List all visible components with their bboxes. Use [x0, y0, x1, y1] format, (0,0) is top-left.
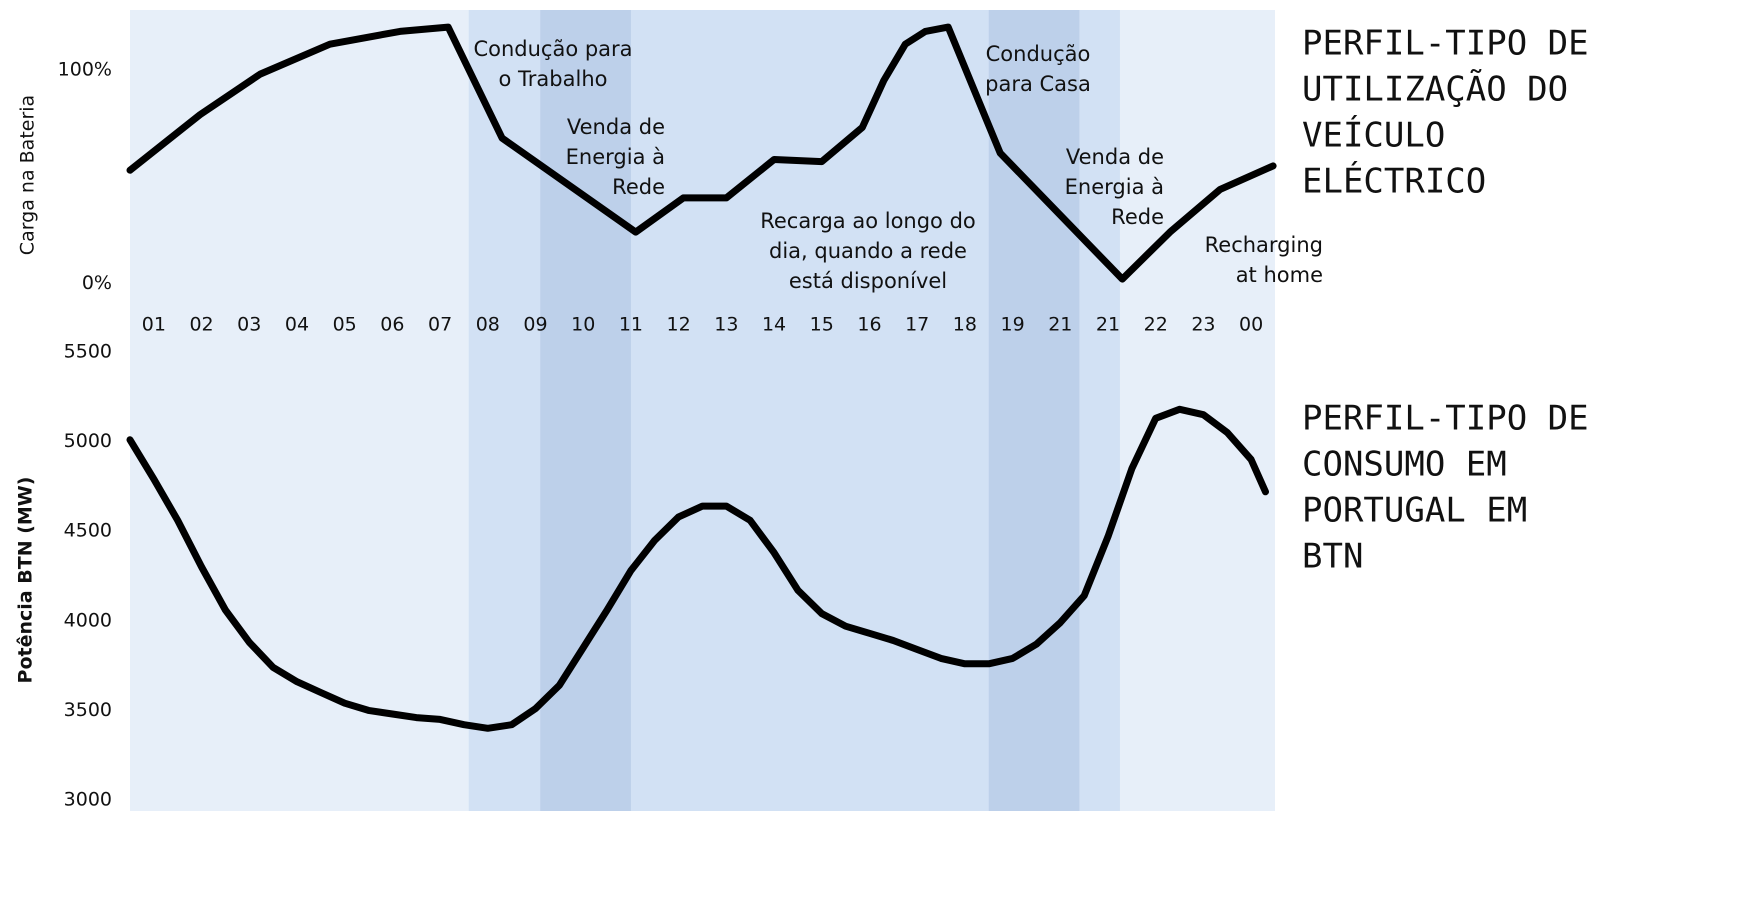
x-tick-label: 19: [1001, 314, 1025, 336]
panel-title: CONSUMO EM: [1302, 445, 1507, 485]
x-tick-label: 11: [619, 314, 643, 336]
y-axis-label: Potência BTN (MW): [15, 477, 37, 684]
annotation: Recarga ao longo do: [760, 209, 976, 233]
panel-title: ELÉCTRICO: [1302, 161, 1486, 202]
x-tick-label: 18: [953, 314, 977, 336]
annotation: at home: [1236, 263, 1323, 287]
x-tick-label: 15: [810, 314, 834, 336]
x-tick-label: 16: [857, 314, 881, 336]
x-tick-label: 14: [762, 314, 786, 336]
panel-title: BTN: [1302, 537, 1363, 577]
y-axis-label: Carga na Bateria: [17, 95, 39, 255]
x-tick-label: 06: [380, 314, 404, 336]
annotation: Rede: [1111, 205, 1164, 229]
x-tick-label: 12: [667, 314, 691, 336]
panel-title: VEÍCULO: [1302, 115, 1445, 156]
x-tick-label: 21: [1048, 314, 1072, 336]
annotation: está disponível: [789, 269, 947, 293]
annotation: Energia à: [566, 145, 665, 169]
x-tick-label: 21: [1096, 314, 1120, 336]
panel-title: PERFIL-TIPO DE: [1302, 24, 1589, 64]
y-tick-label: 100%: [58, 58, 112, 80]
annotation: Energia à: [1065, 175, 1164, 199]
shaded-period: [540, 10, 631, 811]
x-tick-label: 05: [333, 314, 357, 336]
backgrounds: [130, 10, 1275, 811]
x-tick-label: 17: [905, 314, 929, 336]
x-tick-label: 09: [523, 314, 547, 336]
annotation: Condução para: [473, 37, 632, 61]
annotation: dia, quando a rede: [769, 239, 967, 263]
shaded-period: [988, 10, 1080, 811]
x-tick-label: 13: [714, 314, 738, 336]
data-line: [126, 405, 1269, 732]
y-tick-label: 3000: [64, 789, 112, 811]
y-tick-label: 4500: [64, 520, 112, 542]
annotation: Recharging: [1205, 233, 1323, 257]
panel-title: PORTUGAL EM: [1302, 491, 1527, 531]
x-tick-label: 07: [428, 314, 452, 336]
data-line: [126, 23, 1277, 283]
x-tick-label: 00: [1239, 314, 1263, 336]
y-tick-label: 3500: [64, 699, 112, 721]
x-tick-label: 04: [285, 314, 309, 336]
x-tick-label: 01: [142, 314, 166, 336]
panel-title: PERFIL-TIPO DE: [1302, 399, 1589, 439]
x-tick-label: 03: [237, 314, 261, 336]
x-tick-label: 23: [1191, 314, 1215, 336]
annotation: para Casa: [985, 72, 1091, 96]
annotation: Condução: [986, 42, 1091, 66]
annotation: Venda de: [1066, 145, 1164, 169]
annotation: Rede: [612, 175, 665, 199]
y-tick-label: 5500: [64, 341, 112, 363]
y-tick-label: 0%: [82, 272, 112, 294]
x-tick-label: 22: [1144, 314, 1168, 336]
panel-title: UTILIZAÇÃO DO: [1302, 70, 1568, 110]
annotation: o Trabalho: [499, 67, 608, 91]
annotation: Venda de: [567, 115, 665, 139]
y-tick-label: 5000: [64, 430, 112, 452]
x-tick-label: 08: [476, 314, 500, 336]
x-tick-label: 10: [571, 314, 595, 336]
x-tick-label: 02: [189, 314, 213, 336]
y-tick-label: 4000: [64, 609, 112, 631]
